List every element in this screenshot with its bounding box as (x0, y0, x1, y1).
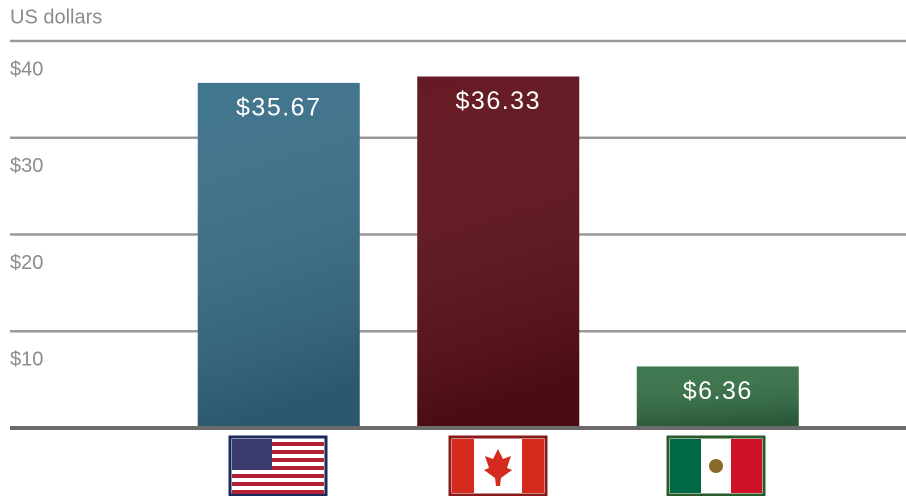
data-label: $6.36 (683, 377, 753, 405)
y-tick-label: $30 (10, 155, 43, 177)
y-tick-label: $10 (10, 349, 43, 371)
y-tick-label: $40 (10, 58, 43, 80)
flag-usa (228, 435, 328, 496)
flag-mexico (666, 435, 766, 496)
y-tick-label: $20 (10, 252, 43, 274)
data-label: $36.33 (456, 87, 541, 115)
bar-shade (197, 82, 360, 428)
data-label: $35.67 (236, 94, 321, 122)
bar-shade (417, 76, 580, 428)
bar-shade (636, 366, 799, 428)
y-axis-label: US dollars (10, 6, 102, 28)
flags (228, 435, 766, 496)
flag-canada (448, 435, 548, 496)
